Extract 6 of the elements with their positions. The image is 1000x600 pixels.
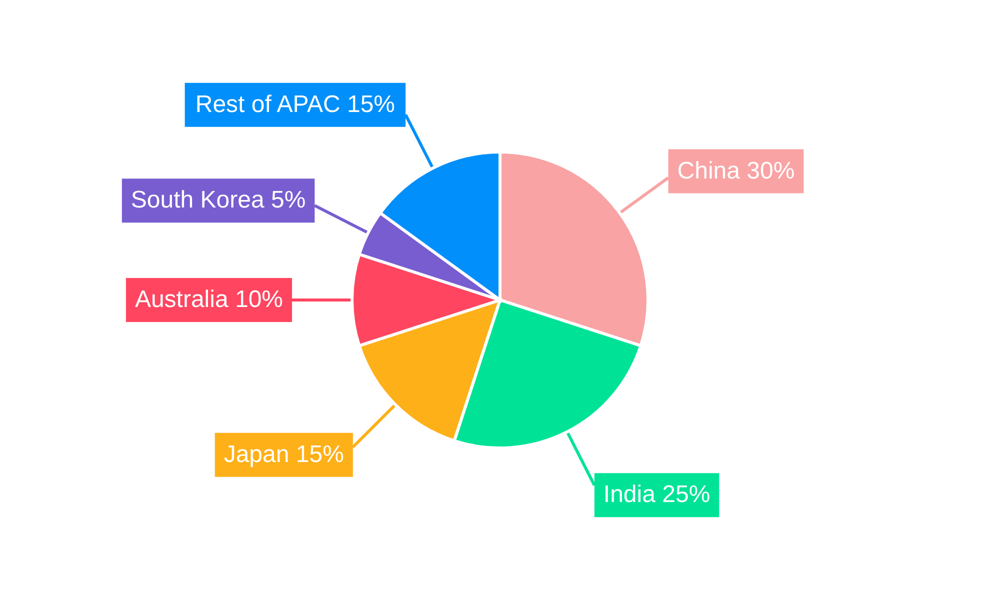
slice-label: South Korea 5% bbox=[130, 186, 306, 214]
slice-label: Australia 10% bbox=[134, 286, 284, 313]
slice-label: India 25% bbox=[603, 481, 710, 508]
slice-label: Japan 15% bbox=[224, 440, 344, 468]
slice-label: China 30% bbox=[677, 157, 795, 184]
slice-label: Rest of APAC 15% bbox=[195, 90, 396, 118]
